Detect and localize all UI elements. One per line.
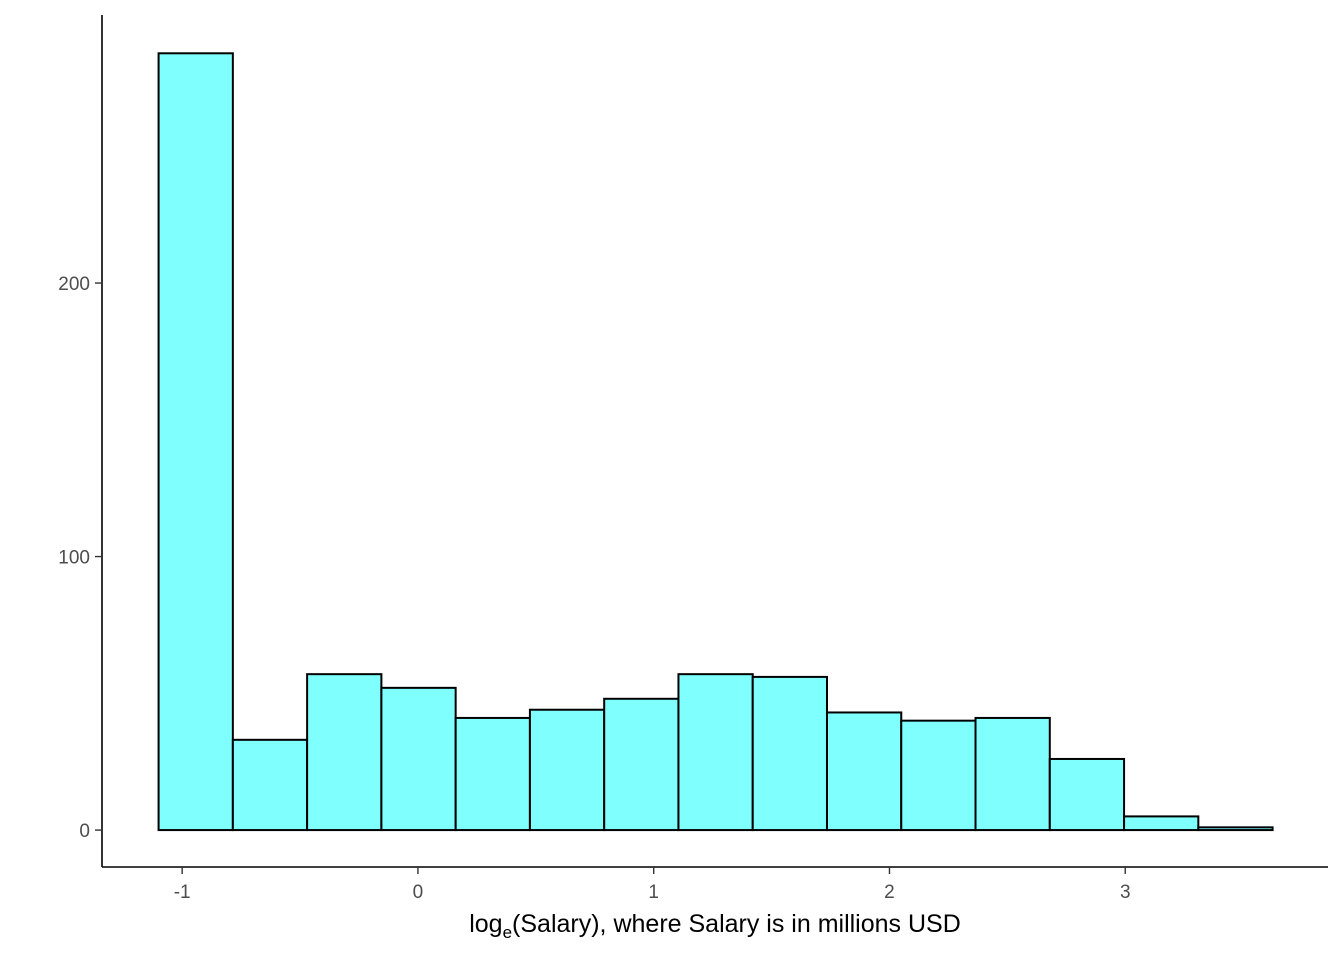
histogram-bar <box>157 52 234 832</box>
histogram-bar <box>677 673 754 832</box>
histogram-bar <box>751 675 828 832</box>
x-tick-label: 2 <box>884 882 895 903</box>
x-tick-label: 3 <box>1120 882 1131 903</box>
x-tick-label: 0 <box>413 882 424 903</box>
x-tick-label: -1 <box>174 882 191 903</box>
histogram-bar <box>900 719 977 832</box>
histogram-bar <box>974 716 1051 832</box>
y-axis-ticks: 0 100 200 <box>58 274 102 842</box>
y-tick-label: 200 <box>58 274 90 295</box>
x-tick-label: 1 <box>648 882 659 903</box>
histogram-bar <box>1048 757 1126 832</box>
histogram-bar <box>1123 815 1200 832</box>
y-tick-label: 0 <box>79 821 90 842</box>
histogram-bar <box>825 711 903 832</box>
histogram-bar <box>454 716 531 832</box>
x-axis-title: loge(Salary), where Salary is in million… <box>469 910 961 942</box>
histogram-bar <box>528 708 606 832</box>
histogram-bar <box>603 697 680 832</box>
x-axis-ticks: -1 0 1 2 3 <box>174 867 1131 903</box>
histogram-bar <box>231 738 309 832</box>
y-tick-label: 100 <box>58 548 90 569</box>
histogram-bar <box>306 673 383 832</box>
histogram-bar <box>380 686 457 832</box>
histogram-bar <box>1197 826 1274 832</box>
histogram-bars <box>157 52 1274 832</box>
